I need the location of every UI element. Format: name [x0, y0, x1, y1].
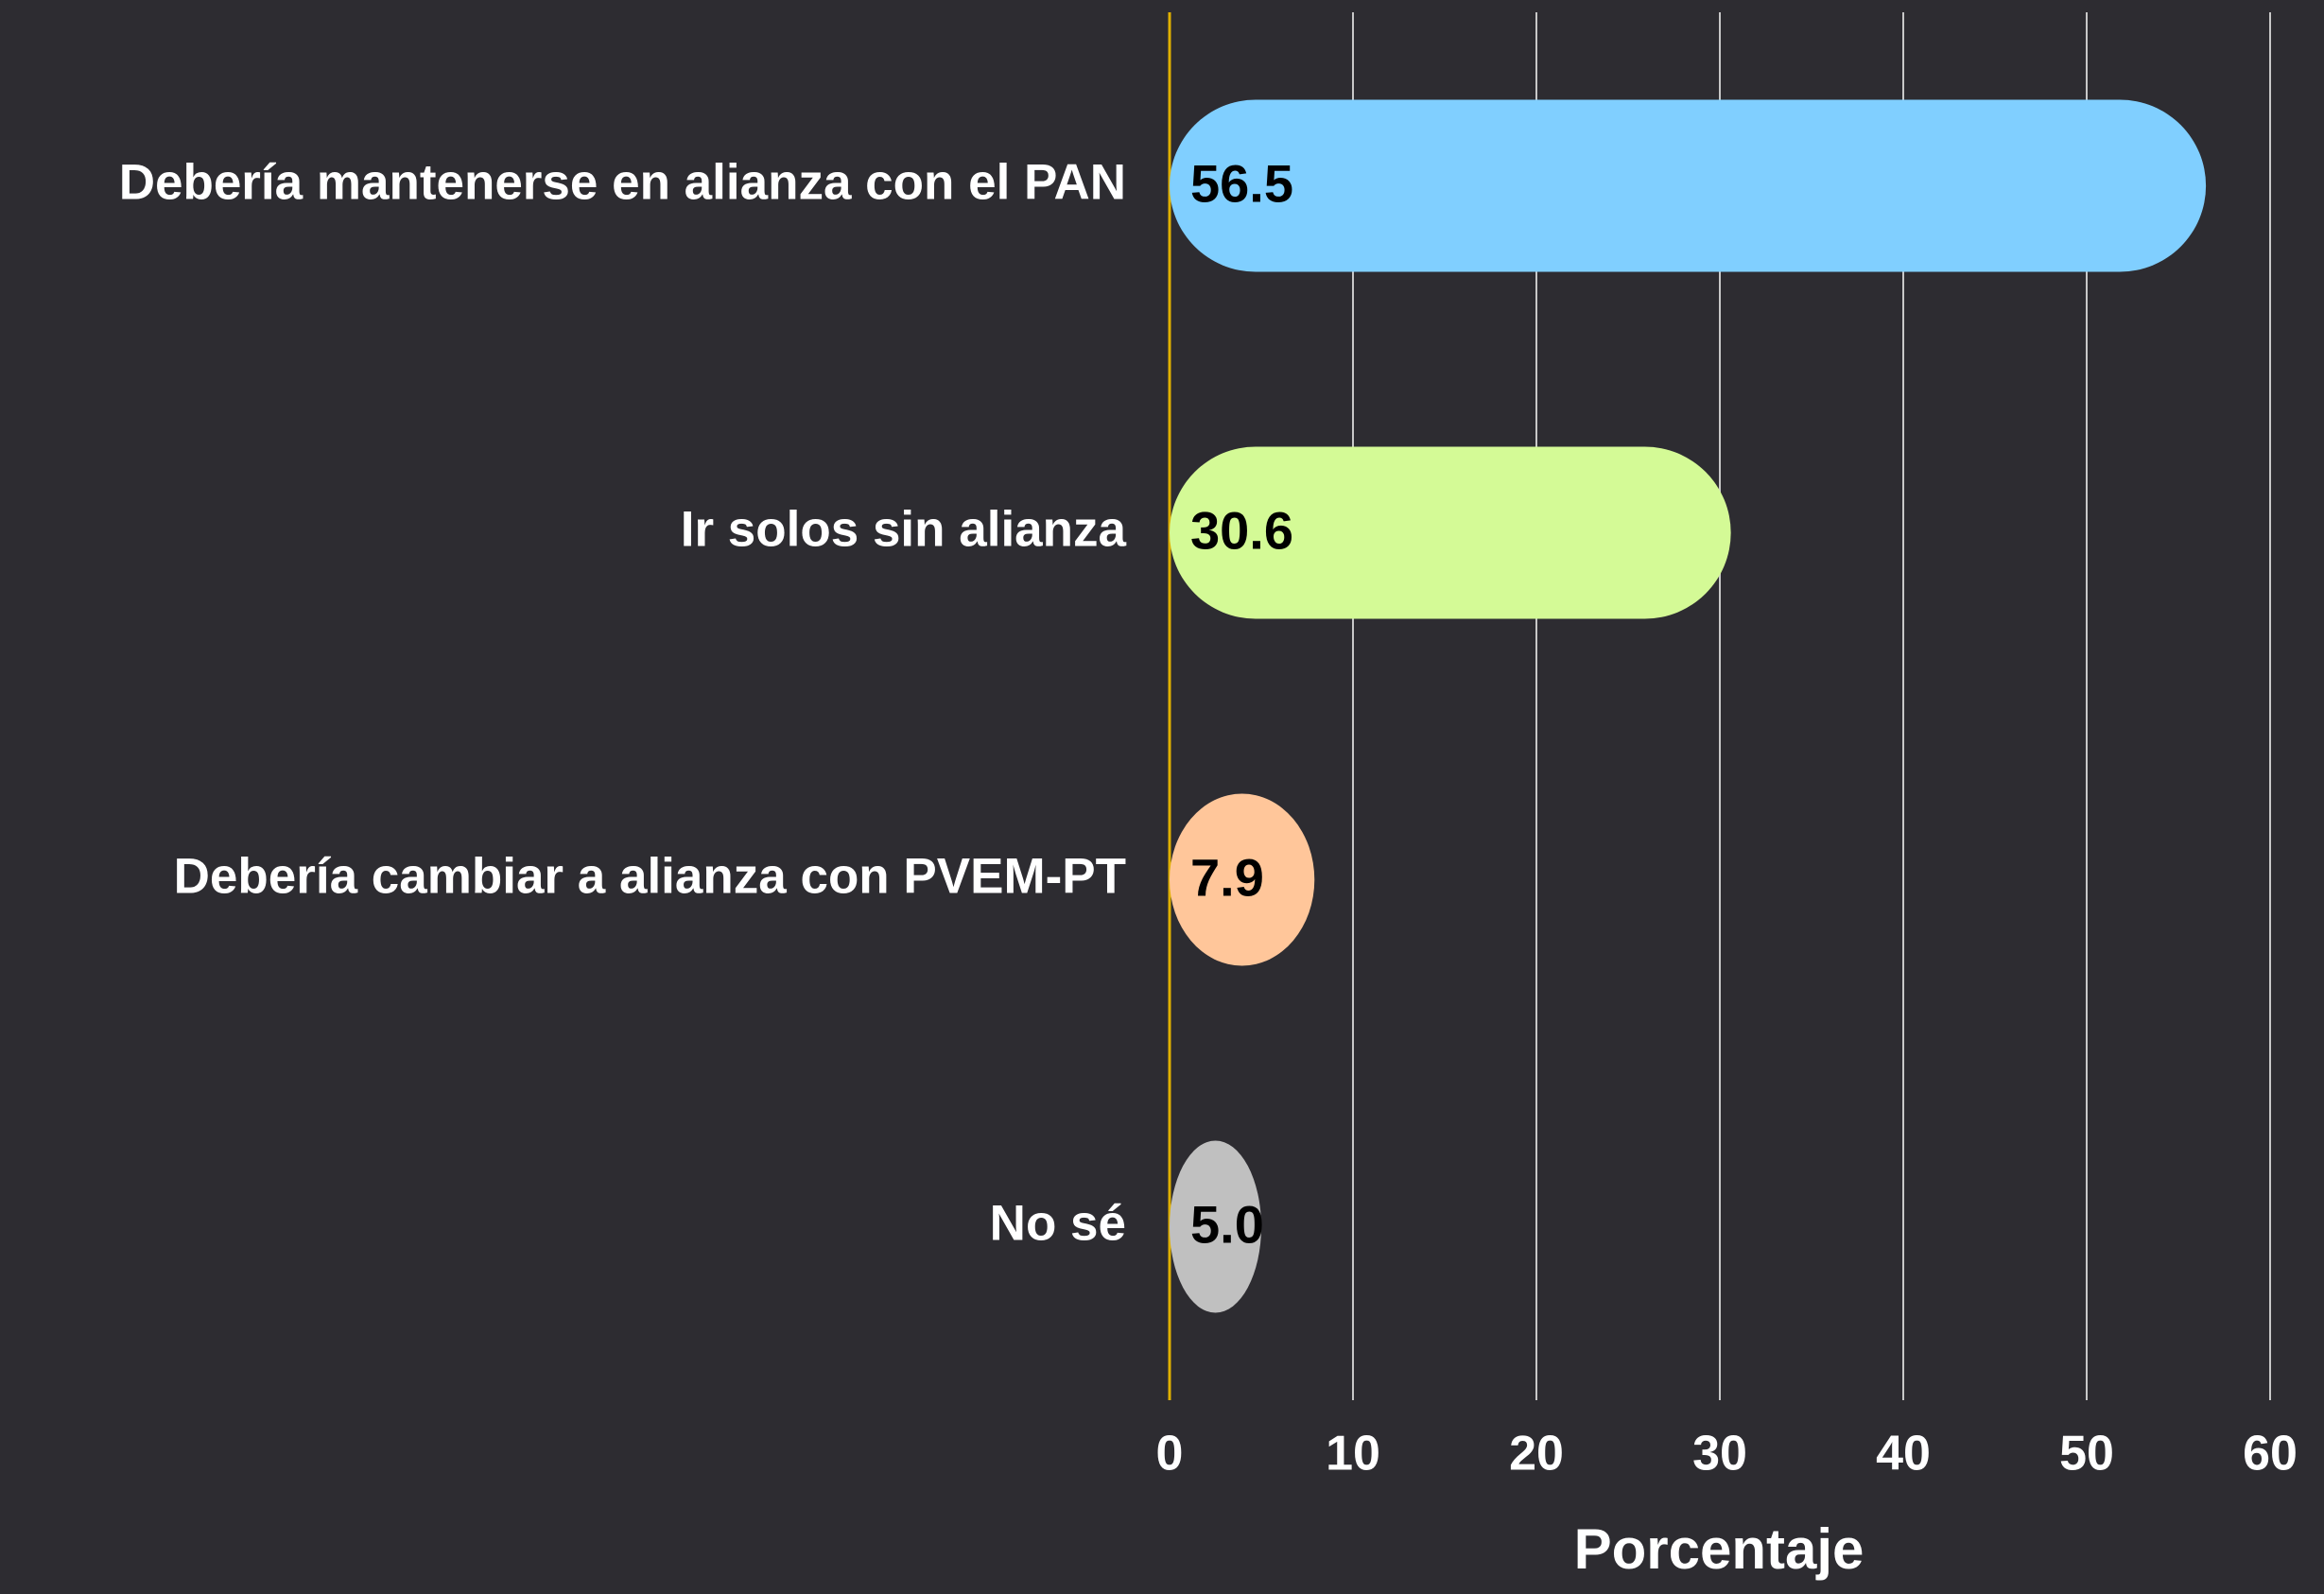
y-tick-label: Debería cambiar a alianza con PVEM-PT [174, 849, 1126, 905]
x-axis-label: Porcentaje [1574, 1517, 1864, 1581]
data-label: 30.6 [1190, 500, 1293, 560]
data-label: 7.9 [1190, 847, 1264, 907]
bar [1170, 793, 1315, 966]
x-tick-label: 10 [1326, 1427, 1380, 1481]
bar [1170, 1140, 1261, 1313]
bar [1170, 446, 1731, 619]
x-tick-label: 30 [1692, 1427, 1747, 1481]
y-tick-label: Ir solos sin alianza [681, 502, 1127, 558]
x-tick-label: 60 [2243, 1427, 2298, 1481]
bar [1170, 99, 2207, 272]
y-tick-label: Debería mantenerse en alianza con el PAN [119, 155, 1126, 211]
data-label: 56.5 [1190, 153, 1293, 213]
x-tick-label: 0 [1156, 1427, 1184, 1481]
x-tick-label: 40 [1876, 1427, 1931, 1481]
x-tick-label: 20 [1509, 1427, 1564, 1481]
x-tick-label: 50 [2059, 1427, 2114, 1481]
y-tick-label: No sé [990, 1196, 1126, 1252]
data-label: 5.0 [1190, 1194, 1264, 1254]
